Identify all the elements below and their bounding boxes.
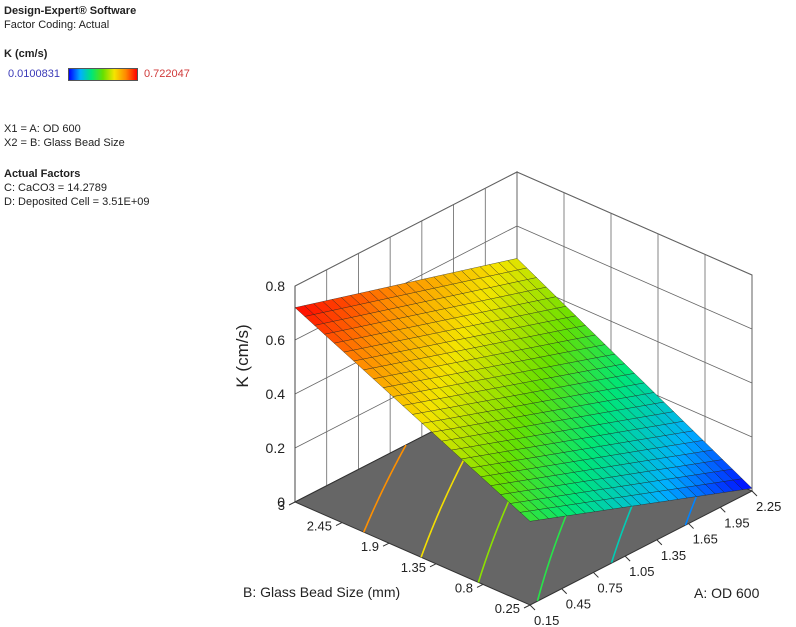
y-tick-mark [335, 522, 343, 527]
z-tick-label: 0.4 [266, 386, 286, 402]
surface-cell [519, 510, 540, 522]
software-title: Design-Expert® Software [4, 5, 137, 17]
z-tick-label: 0 [277, 494, 285, 510]
wall-gridline [516, 225, 753, 330]
z-tick-label: 0.8 [266, 278, 286, 294]
factor-definition-x2: X2 = B: Glass Bead Size [4, 137, 125, 149]
response-surface [294, 258, 753, 522]
z-axis-title: K (cm/s) [233, 324, 252, 387]
actual-factor-c: C: CaCO3 = 14.2789 [4, 182, 108, 194]
z-tick-label: 0.6 [266, 332, 286, 348]
x-tick-mark [656, 539, 663, 546]
x-tick-mark [593, 572, 599, 578]
x-tick-label: 1.05 [629, 564, 654, 579]
y-tick-mark [382, 542, 390, 547]
x-tick-label: 2.25 [756, 499, 781, 514]
x-tick-label: 0.75 [597, 580, 622, 595]
wall-gridline [294, 171, 518, 287]
y-tick-mark [523, 604, 531, 609]
x-tick-label: 1.35 [661, 548, 686, 563]
y-axis-title: B: Glass Bead Size (mm) [243, 584, 400, 600]
color-scale-bar [68, 68, 138, 81]
x-tick-label: 0.45 [566, 597, 591, 612]
y-tick-mark [429, 563, 437, 568]
response-title: K (cm/s) [4, 48, 48, 60]
y-tick-mark [288, 501, 296, 506]
x-tick-mark [624, 555, 631, 562]
wall-gridline [516, 171, 753, 276]
x-tick-mark [688, 523, 694, 529]
x-axis-title: A: OD 600 [694, 585, 760, 601]
actual-factors-title: Actual Factors [4, 168, 81, 180]
z-tick-label: 0.2 [266, 440, 286, 456]
actual-factor-d: D: Deposited Cell = 3.51E+09 [4, 196, 150, 208]
legend-max-label: 0.722047 [144, 68, 190, 80]
y-tick-label: 0.8 [455, 580, 473, 595]
factor-coding: Factor Coding: Actual [4, 19, 110, 31]
y-tick-label: 2.45 [307, 519, 332, 534]
x-tick-mark [529, 604, 536, 611]
x-tick-label: 0.15 [534, 613, 559, 627]
factor-definition-x1: X1 = A: OD 600 [4, 123, 81, 135]
x-tick-label: 1.95 [724, 515, 749, 530]
x-tick-mark [719, 506, 726, 513]
legend-min-label: 0.0100831 [8, 68, 60, 80]
y-tick-label: 1.9 [361, 539, 379, 554]
x-tick-mark [751, 490, 758, 497]
x-tick-mark [561, 588, 568, 595]
axis-labels: 0.15 0.45 0.75 1.05 1.35 1.65 1.95 2.25 0.25 0.8 1… [233, 278, 781, 627]
y-tick-mark [476, 583, 484, 588]
contour-line [363, 444, 407, 533]
x-tick-label: 1.65 [693, 532, 718, 547]
y-tick-label: 3 [278, 498, 285, 513]
y-tick-label: 1.35 [401, 560, 426, 575]
y-tick-label: 0.25 [495, 601, 520, 616]
